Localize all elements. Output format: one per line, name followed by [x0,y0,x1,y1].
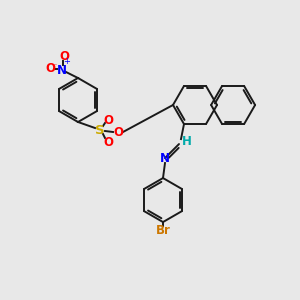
Text: O: O [45,62,55,76]
Text: N: N [160,152,170,165]
Text: O: O [103,136,113,148]
Text: O: O [103,113,113,127]
Text: +: + [64,58,70,67]
Text: H: H [182,135,192,148]
Text: S: S [95,124,105,136]
Text: ⁻: ⁻ [53,61,57,70]
Text: O: O [113,125,123,139]
Text: Br: Br [156,224,170,237]
Text: N: N [57,64,67,76]
Text: O: O [59,50,69,62]
